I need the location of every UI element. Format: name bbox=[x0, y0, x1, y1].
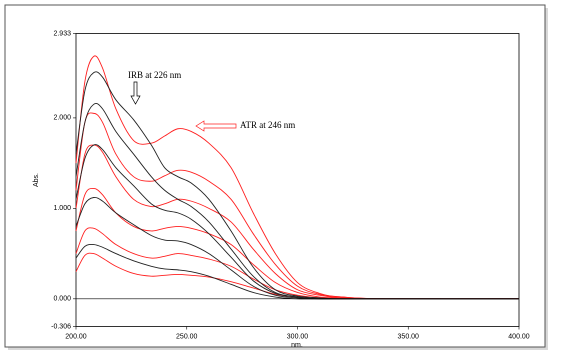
spectrum-line bbox=[75, 71, 519, 300]
x-tick-label: 200.00 bbox=[65, 333, 87, 340]
irb-arrow bbox=[130, 81, 141, 105]
spectrum-line bbox=[75, 144, 520, 300]
spectrum-line bbox=[75, 187, 520, 300]
x-tick-label: 400.00 bbox=[508, 333, 530, 340]
y-tick-label: 2.000 bbox=[53, 115, 71, 122]
x-tick-label: 250.00 bbox=[176, 333, 198, 340]
y-tick-label: 2.933 bbox=[53, 30, 71, 37]
x-axis-label: nm. bbox=[291, 342, 303, 349]
x-tick-label: 350.00 bbox=[398, 333, 420, 340]
atr-arrow bbox=[195, 120, 237, 132]
frame bbox=[4, 4, 546, 348]
x-tick-label: 300.00 bbox=[287, 333, 309, 340]
y-tick-label: 0.000 bbox=[53, 296, 71, 303]
y-tick-label: 1.000 bbox=[53, 205, 71, 212]
y-tick-label: -0.306 bbox=[51, 323, 71, 330]
annotation: ATR at 246 nm bbox=[240, 120, 295, 130]
annotation: IRB at 226 nm bbox=[128, 70, 181, 80]
spectrum-line bbox=[75, 112, 520, 300]
y-axis-label: Abs. bbox=[33, 173, 40, 187]
